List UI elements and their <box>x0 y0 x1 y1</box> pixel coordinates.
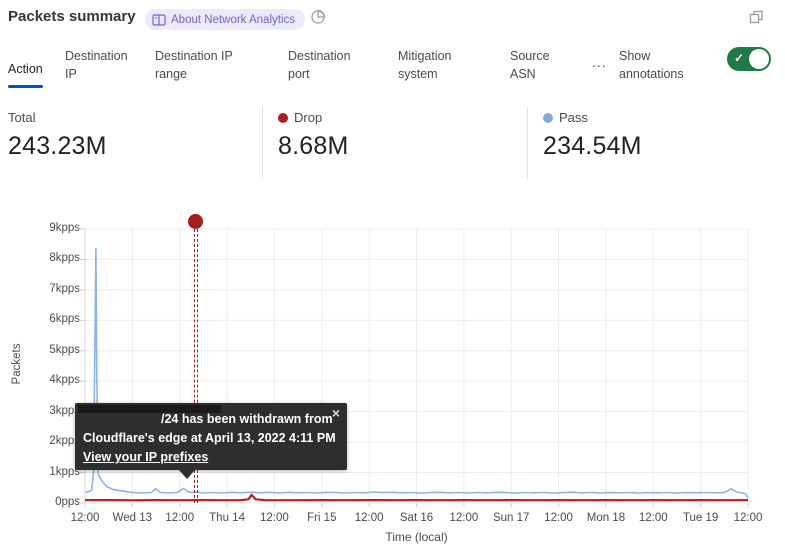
y-tick-label: 7kpps <box>49 282 80 295</box>
tooltip-caret <box>179 470 195 479</box>
x-tick-label: Sun 17 <box>492 512 530 524</box>
y-tick-label: 0pps <box>55 496 80 508</box>
y-tick-label: 4kpps <box>49 374 80 387</box>
view-ip-prefixes-link[interactable]: View your IP prefixes <box>83 450 209 464</box>
stat-value: 243.23M <box>8 132 107 160</box>
y-tick-label: 1kpps <box>49 465 80 478</box>
y-tick-label: 3kpps <box>49 404 80 417</box>
stat-total: Total 243.23M <box>8 110 107 161</box>
x-tick-label: 12:00 <box>260 512 289 524</box>
y-tick-label: 9kpps <box>49 222 80 234</box>
close-icon[interactable]: × <box>331 405 340 421</box>
divider <box>262 107 263 179</box>
chart-svg[interactable] <box>79 228 749 507</box>
x-tick-label: 12:00 <box>638 512 668 524</box>
x-tick-label: 12:00 <box>70 512 100 524</box>
annotation-tooltip: /24 has been withdrawn from Cloudflare's… <box>75 403 347 479</box>
divider <box>527 107 528 179</box>
x-tick-label: Thu 14 <box>209 512 245 524</box>
y-tick-label: 8kpps <box>49 252 80 265</box>
x-tick-label: 12:00 <box>544 512 573 524</box>
more-tabs-button[interactable]: ... <box>592 54 607 70</box>
pass-dot <box>543 112 553 123</box>
tab-action[interactable]: Action <box>8 60 43 89</box>
book-icon <box>152 13 166 26</box>
tooltip-line2: Cloudflare's edge at April 13, 2022 4:11… <box>83 431 336 445</box>
show-annotations-toggle[interactable]: ✓ <box>727 47 771 71</box>
show-annotations-label: Show annotations <box>619 49 684 82</box>
badge-label: About Network Analytics <box>171 13 296 26</box>
tab-destination-ip[interactable]: Destination IP <box>65 49 128 82</box>
stat-pass: Pass 234.54M <box>543 110 642 161</box>
stat-label: Total <box>8 110 36 125</box>
pie-chart-icon[interactable] <box>310 9 326 30</box>
check-icon: ✓ <box>734 51 745 65</box>
redacted-ip-prefix <box>78 405 221 413</box>
y-tick-label: 2kpps <box>49 435 80 448</box>
stat-label: Drop <box>294 110 323 125</box>
x-tick-label: Tue 19 <box>682 512 719 524</box>
x-tick-label: 12:00 <box>354 512 384 524</box>
tab-destination-ip-range[interactable]: Destination IP range <box>155 49 233 82</box>
stat-value: 234.54M <box>543 132 642 160</box>
x-tick-label: Mon 18 <box>586 512 626 524</box>
x-tick-label: 12:00 <box>165 512 195 524</box>
stat-drop: Drop 8.68M <box>278 110 348 161</box>
x-tick-label: 12:00 <box>733 512 763 524</box>
tab-source-asn[interactable]: Source ASN <box>510 49 550 82</box>
tab-mitigation-system[interactable]: Mitigation system <box>398 49 452 82</box>
toggle-knob <box>749 49 769 69</box>
stat-label: Pass <box>559 110 588 125</box>
y-tick-label: 5kpps <box>49 343 80 356</box>
expand-icon[interactable] <box>749 10 764 30</box>
page-title: Packets summary <box>8 8 136 25</box>
x-tick-label: Fri 15 <box>307 512 337 524</box>
x-tick-label: Sat 16 <box>399 512 434 524</box>
stat-value: 8.68M <box>278 132 349 160</box>
drop-dot <box>278 112 288 123</box>
annotation-dashed-line <box>193 229 198 503</box>
x-axis-title: Time (local) <box>385 530 448 544</box>
y-tick-label: 6kpps <box>49 313 80 326</box>
x-tick-label: Wed 13 <box>112 512 153 524</box>
annotation-dot[interactable] <box>188 214 204 229</box>
tooltip-line1: /24 has been withdrawn from <box>161 412 333 426</box>
about-network-analytics-badge[interactable]: About Network Analytics <box>145 9 306 30</box>
x-tick-label: 12:00 <box>449 512 479 524</box>
series-line-drop <box>85 493 749 502</box>
tab-destination-port[interactable]: Destination port <box>288 49 351 82</box>
series-line-pass <box>84 247 749 499</box>
